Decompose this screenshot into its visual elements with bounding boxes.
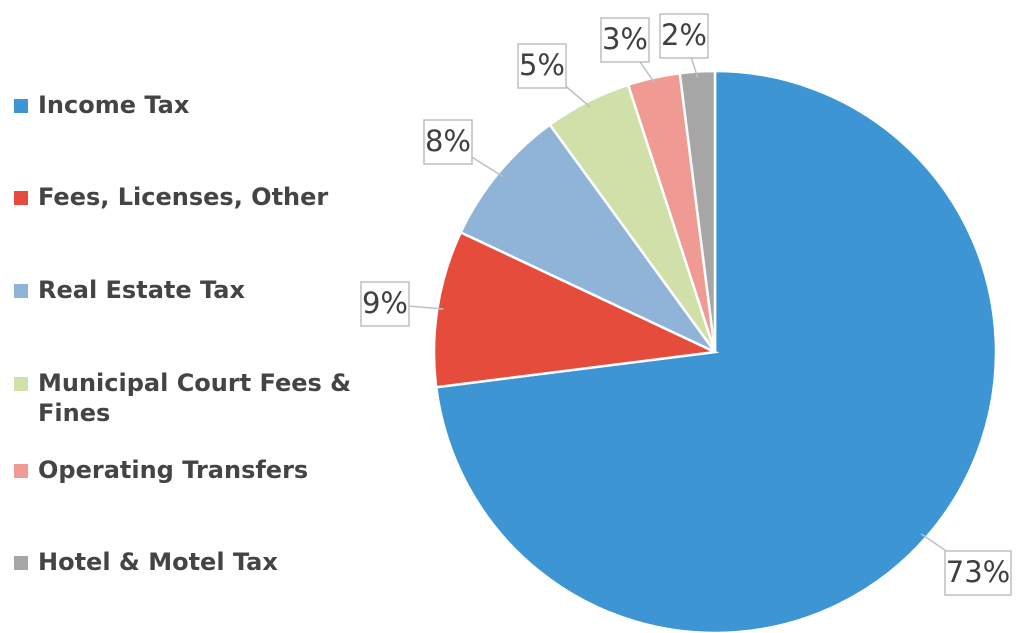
label-box <box>517 43 567 89</box>
data-label: 5% <box>517 43 567 89</box>
label-box <box>423 119 473 165</box>
legend-label: Fees, Licenses, Other <box>38 183 329 211</box>
data-label-text: 3% <box>602 22 648 56</box>
legend-item: Fees, Licenses, Other <box>14 182 368 212</box>
label-box <box>944 550 1012 596</box>
pie-slice <box>678 69 717 353</box>
data-label-text: 73% <box>946 555 1010 589</box>
data-label: 9% <box>360 281 410 327</box>
legend-label: Municipal Court Fees & Fines <box>38 369 352 427</box>
legend-swatch <box>14 556 28 570</box>
legend-item: Real Estate Tax <box>14 275 368 305</box>
legend-swatch <box>14 191 28 205</box>
label-box <box>600 17 650 63</box>
legend-swatch <box>14 284 28 298</box>
legend-swatch <box>14 377 28 391</box>
label-box <box>360 281 410 327</box>
legend-label: Hotel & Motel Tax <box>38 548 278 576</box>
legend-label: Real Estate Tax <box>38 276 245 304</box>
legend-swatch <box>14 99 28 113</box>
data-label-text: 8% <box>425 124 471 158</box>
legend-item: Income Tax <box>14 90 368 120</box>
data-label-text: 5% <box>519 48 565 82</box>
data-label: 73% <box>944 550 1012 596</box>
legend-item: Municipal Court Fees & Fines <box>14 368 368 428</box>
pie-slice <box>459 122 717 354</box>
legend-label: Operating Transfers <box>38 456 309 484</box>
data-label: 8% <box>423 119 473 165</box>
data-label: 3% <box>600 17 650 63</box>
data-label-text: 9% <box>362 286 408 320</box>
data-label: 2% <box>659 13 709 59</box>
legend-swatch <box>14 464 28 478</box>
legend-item: Hotel & Motel Tax <box>14 547 368 577</box>
label-box <box>659 13 709 59</box>
legend-label: Income Tax <box>38 91 190 119</box>
data-label-text: 2% <box>661 18 707 52</box>
legend-item: Operating Transfers <box>14 455 368 485</box>
